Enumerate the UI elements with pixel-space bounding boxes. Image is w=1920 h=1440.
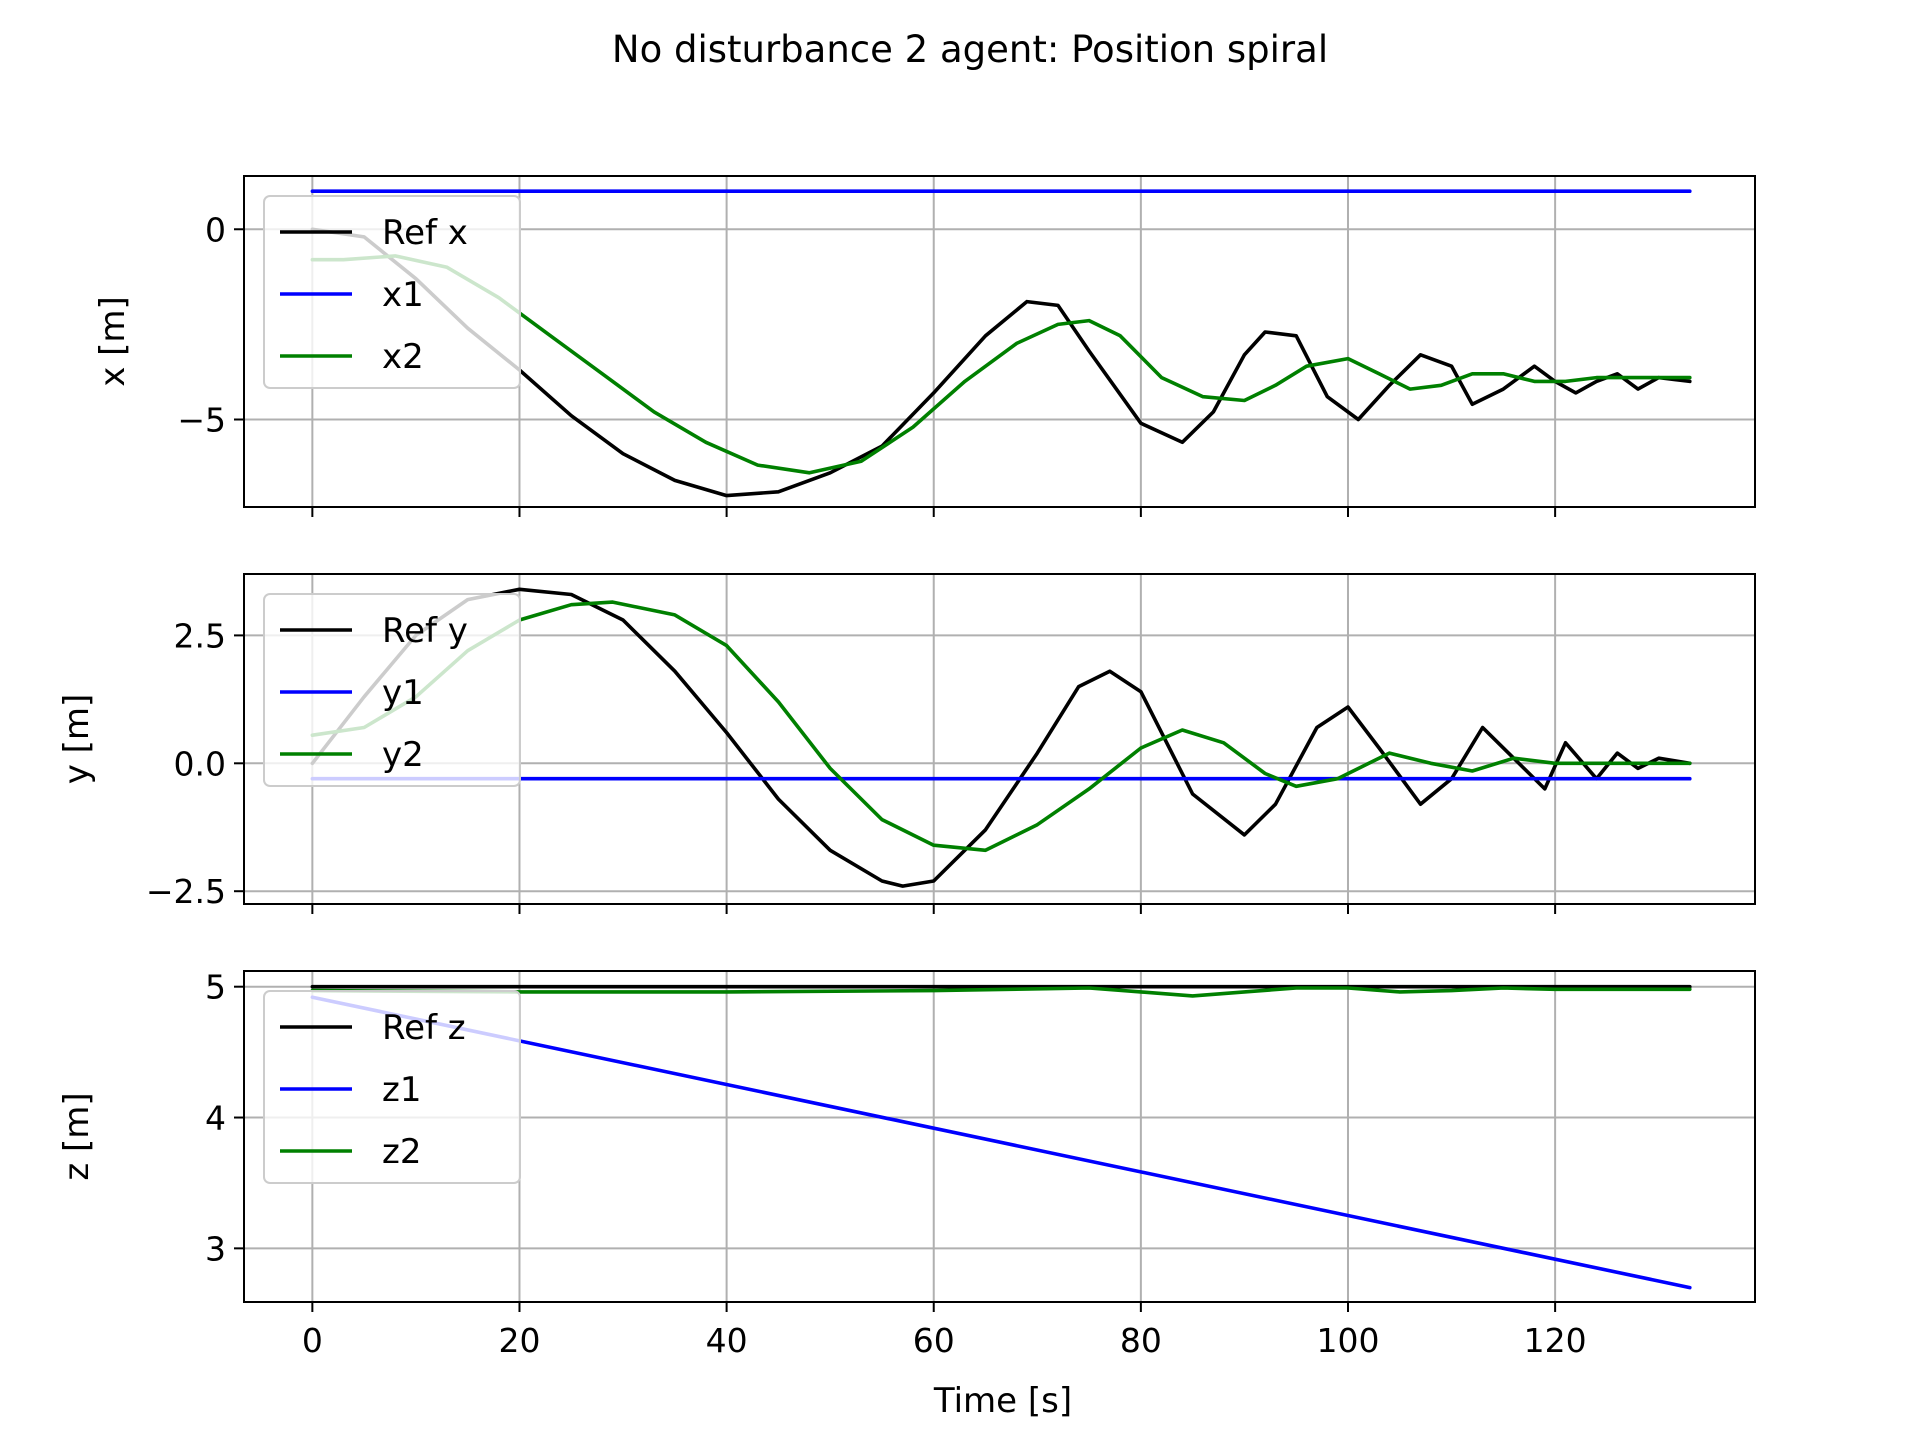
legend: Ref y y1 y2 — [263, 593, 521, 787]
series-line-z1 — [310, 995, 1692, 1290]
x-tick-label: 60 — [913, 1321, 955, 1360]
legend-label: z1 — [382, 1070, 421, 1110]
axes-frame — [243, 573, 1756, 905]
y-tick-label: −2.5 — [146, 872, 226, 911]
y-axis-label: z [m] — [57, 1092, 97, 1180]
x-tick-label: 100 — [1316, 1321, 1379, 1360]
series-line-y2 — [310, 600, 1692, 853]
legend-box — [263, 195, 521, 389]
y-axis-label: x [m] — [93, 296, 133, 387]
y-tick-label: 5 — [205, 968, 226, 1007]
series-line-z2 — [310, 986, 1692, 998]
plots-area: 0 −5 x [m] Ref x x1 x2 2.5 0.0 −2.5 y [m] Ref y y1 y… — [57, 175, 1756, 1360]
x-tick-label: 80 — [1120, 1321, 1162, 1360]
y-tick-label: 4 — [205, 1099, 226, 1138]
y-tick-label: 2.5 — [174, 616, 226, 655]
series-line-ref-x — [310, 227, 1692, 498]
subplot-3: 0 20 40 60 80 100 120 5 4 3 z [m] Ref z z1 z2 — [57, 968, 1756, 1360]
legend-label: x1 — [382, 275, 424, 315]
legend-label: x2 — [382, 337, 424, 377]
y-tick-label: −5 — [177, 400, 226, 439]
legend: Ref z z1 z2 — [263, 990, 521, 1184]
x-axis-label: Time [s] — [933, 1381, 1072, 1421]
subplot-2: 2.5 0.0 −2.5 y [m] Ref y y1 y2 — [57, 573, 1756, 914]
chart-title: No disturbance 2 agent: Position spiral — [612, 28, 1328, 71]
y-tick-label: 3 — [205, 1229, 226, 1268]
subplot-1: 0 −5 x [m] Ref x x1 x2 — [93, 175, 1756, 517]
axes-frame — [243, 175, 1756, 508]
legend-label: y2 — [382, 735, 424, 775]
y-tick-label: 0 — [205, 210, 226, 249]
legend-box — [263, 990, 521, 1184]
legend-label: y1 — [382, 673, 424, 713]
legend-box — [263, 593, 521, 787]
legend-label: Ref x — [382, 213, 468, 253]
y-axis-label: y [m] — [57, 694, 97, 785]
y-tick-label: 0.0 — [174, 744, 226, 783]
x-tick-label: 40 — [706, 1321, 748, 1360]
legend-label: Ref y — [382, 611, 468, 651]
legend-label: Ref z — [382, 1008, 466, 1048]
x-tick-label: 0 — [302, 1321, 323, 1360]
series-line-x2 — [310, 254, 1692, 475]
axes-frame — [243, 970, 1756, 1303]
x-tick-label: 20 — [498, 1321, 540, 1360]
series-line-ref-y — [310, 587, 1692, 888]
legend-label: z2 — [382, 1132, 421, 1172]
legend: Ref x x1 x2 — [263, 195, 521, 389]
x-tick-label: 120 — [1524, 1321, 1587, 1360]
